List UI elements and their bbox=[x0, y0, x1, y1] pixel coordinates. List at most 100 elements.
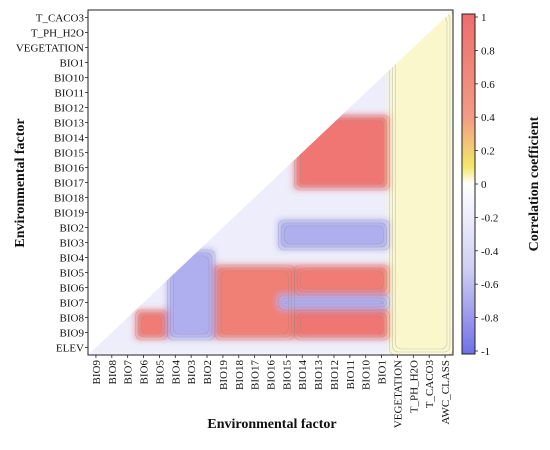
heatmap-cell bbox=[262, 339, 279, 355]
y-tick-label: BIO2 bbox=[60, 223, 84, 235]
heatmap-cell bbox=[436, 204, 453, 221]
heatmap-cell bbox=[150, 309, 168, 326]
heatmap-cell bbox=[293, 159, 311, 176]
contour-line bbox=[299, 270, 384, 290]
x-tick-label: T_CACO3 bbox=[424, 360, 436, 409]
heatmap-cell bbox=[325, 279, 343, 296]
heatmap-cell bbox=[357, 234, 375, 251]
heatmap-cell bbox=[404, 69, 422, 86]
heatmap-cell bbox=[182, 324, 200, 341]
heatmap-cell bbox=[309, 219, 327, 236]
heatmap-cell bbox=[293, 309, 311, 326]
heatmap-cell bbox=[182, 279, 200, 296]
heatmap-cell bbox=[373, 189, 391, 206]
heatmap-cell bbox=[277, 174, 295, 191]
heatmap-cell bbox=[373, 294, 391, 311]
heatmap-cell bbox=[277, 234, 295, 251]
x-tick-label: BIO17 bbox=[250, 360, 262, 390]
heatmap-cell bbox=[436, 129, 453, 146]
heatmap-cell bbox=[389, 204, 406, 221]
heatmap-cell bbox=[262, 189, 279, 206]
heatmap-cell bbox=[341, 159, 359, 176]
heatmap-cell bbox=[420, 249, 438, 266]
heatmap-cell bbox=[389, 279, 406, 296]
heatmap-cell bbox=[357, 159, 375, 176]
y-tick-label: BIO13 bbox=[54, 118, 84, 130]
heatmap-cell bbox=[373, 309, 391, 326]
heatmap-cell bbox=[389, 69, 406, 86]
colorbar-tick-label: 0 bbox=[481, 179, 487, 191]
heatmap-cell bbox=[150, 339, 168, 355]
heatmap-cell bbox=[357, 144, 375, 161]
heatmap-cell bbox=[373, 234, 391, 251]
heatmap-cell bbox=[198, 264, 216, 281]
heatmap-cell bbox=[309, 144, 327, 161]
heatmap-cell bbox=[198, 279, 216, 296]
heatmap-cell bbox=[325, 234, 343, 251]
colorbar-tick-label: 0.8 bbox=[481, 45, 495, 57]
heatmap-cell bbox=[404, 339, 422, 355]
heatmap-cell bbox=[309, 249, 327, 266]
heatmap-cell bbox=[420, 39, 438, 56]
heatmap-cell bbox=[198, 294, 216, 311]
heatmap-cell bbox=[214, 249, 232, 266]
heatmap-cell bbox=[262, 234, 279, 251]
heatmap-cell bbox=[373, 249, 391, 266]
heatmap-cell bbox=[404, 279, 422, 296]
heatmap-cell bbox=[357, 309, 375, 326]
heatmap-cell bbox=[166, 294, 184, 311]
heatmap-cell bbox=[404, 294, 422, 311]
heatmap-cell bbox=[357, 219, 375, 236]
heatmap-cell bbox=[135, 309, 152, 326]
heatmap-cell bbox=[373, 174, 391, 191]
heatmap-cell bbox=[357, 189, 375, 206]
colorbar: 1 0.8 0.6 0.4 0.2 0 -0.2 -0.4 -0.6 -0.8 -1 Correla… bbox=[461, 12, 542, 358]
heatmap-cell bbox=[404, 159, 422, 176]
heatmap-cell bbox=[198, 339, 216, 355]
heatmap-cell bbox=[436, 69, 453, 86]
y-tick-label: BIO17 bbox=[54, 178, 84, 190]
heatmap-cell bbox=[293, 189, 311, 206]
y-tick-label: BIO14 bbox=[54, 133, 84, 145]
heatmap-cell bbox=[246, 219, 264, 236]
contour-line bbox=[284, 300, 384, 305]
heatmap-cell bbox=[214, 294, 232, 311]
heatmap-cell bbox=[436, 144, 453, 161]
heatmap-cell bbox=[309, 324, 327, 341]
heatmap-cell bbox=[230, 324, 248, 341]
heatmap-cell bbox=[420, 234, 438, 251]
x-tick-label: BIO13 bbox=[313, 360, 325, 390]
heatmap-cell bbox=[293, 204, 311, 221]
heatmap-cell bbox=[341, 234, 359, 251]
heatmap-cell bbox=[420, 69, 438, 86]
heatmap-cell bbox=[389, 324, 406, 341]
heatmap-cell bbox=[357, 204, 375, 221]
contour-line bbox=[278, 219, 390, 251]
heatmap-cell bbox=[182, 264, 200, 281]
heatmap-cell bbox=[436, 189, 453, 206]
heatmap-cell bbox=[214, 309, 232, 326]
heatmap-cell bbox=[182, 339, 200, 355]
heatmap-cell bbox=[309, 204, 327, 221]
heatmap-cell bbox=[262, 309, 279, 326]
heatmap-cell bbox=[262, 279, 279, 296]
heatmap-cell bbox=[230, 294, 248, 311]
heatmap-cell bbox=[246, 204, 264, 221]
heatmap-cell bbox=[373, 99, 391, 116]
heatmap-cell bbox=[436, 54, 453, 71]
x-tick-label: BIO19 bbox=[218, 360, 230, 390]
heatmap-cell bbox=[420, 264, 438, 281]
x-tick-label: BIO12 bbox=[329, 360, 341, 390]
heatmap-cell bbox=[420, 114, 438, 131]
heatmap-cell bbox=[293, 234, 311, 251]
contour-line bbox=[284, 225, 384, 245]
contour-line bbox=[299, 315, 384, 335]
heatmap-cell bbox=[373, 114, 391, 131]
heatmap-cell bbox=[404, 174, 422, 191]
y-axis-title: Environmental factor bbox=[13, 118, 28, 247]
heatmap-cell bbox=[277, 264, 295, 281]
heatmap-cell bbox=[357, 279, 375, 296]
heatmap-cell bbox=[230, 249, 248, 266]
heatmap-cell bbox=[373, 264, 391, 281]
heatmap-cell bbox=[373, 159, 391, 176]
